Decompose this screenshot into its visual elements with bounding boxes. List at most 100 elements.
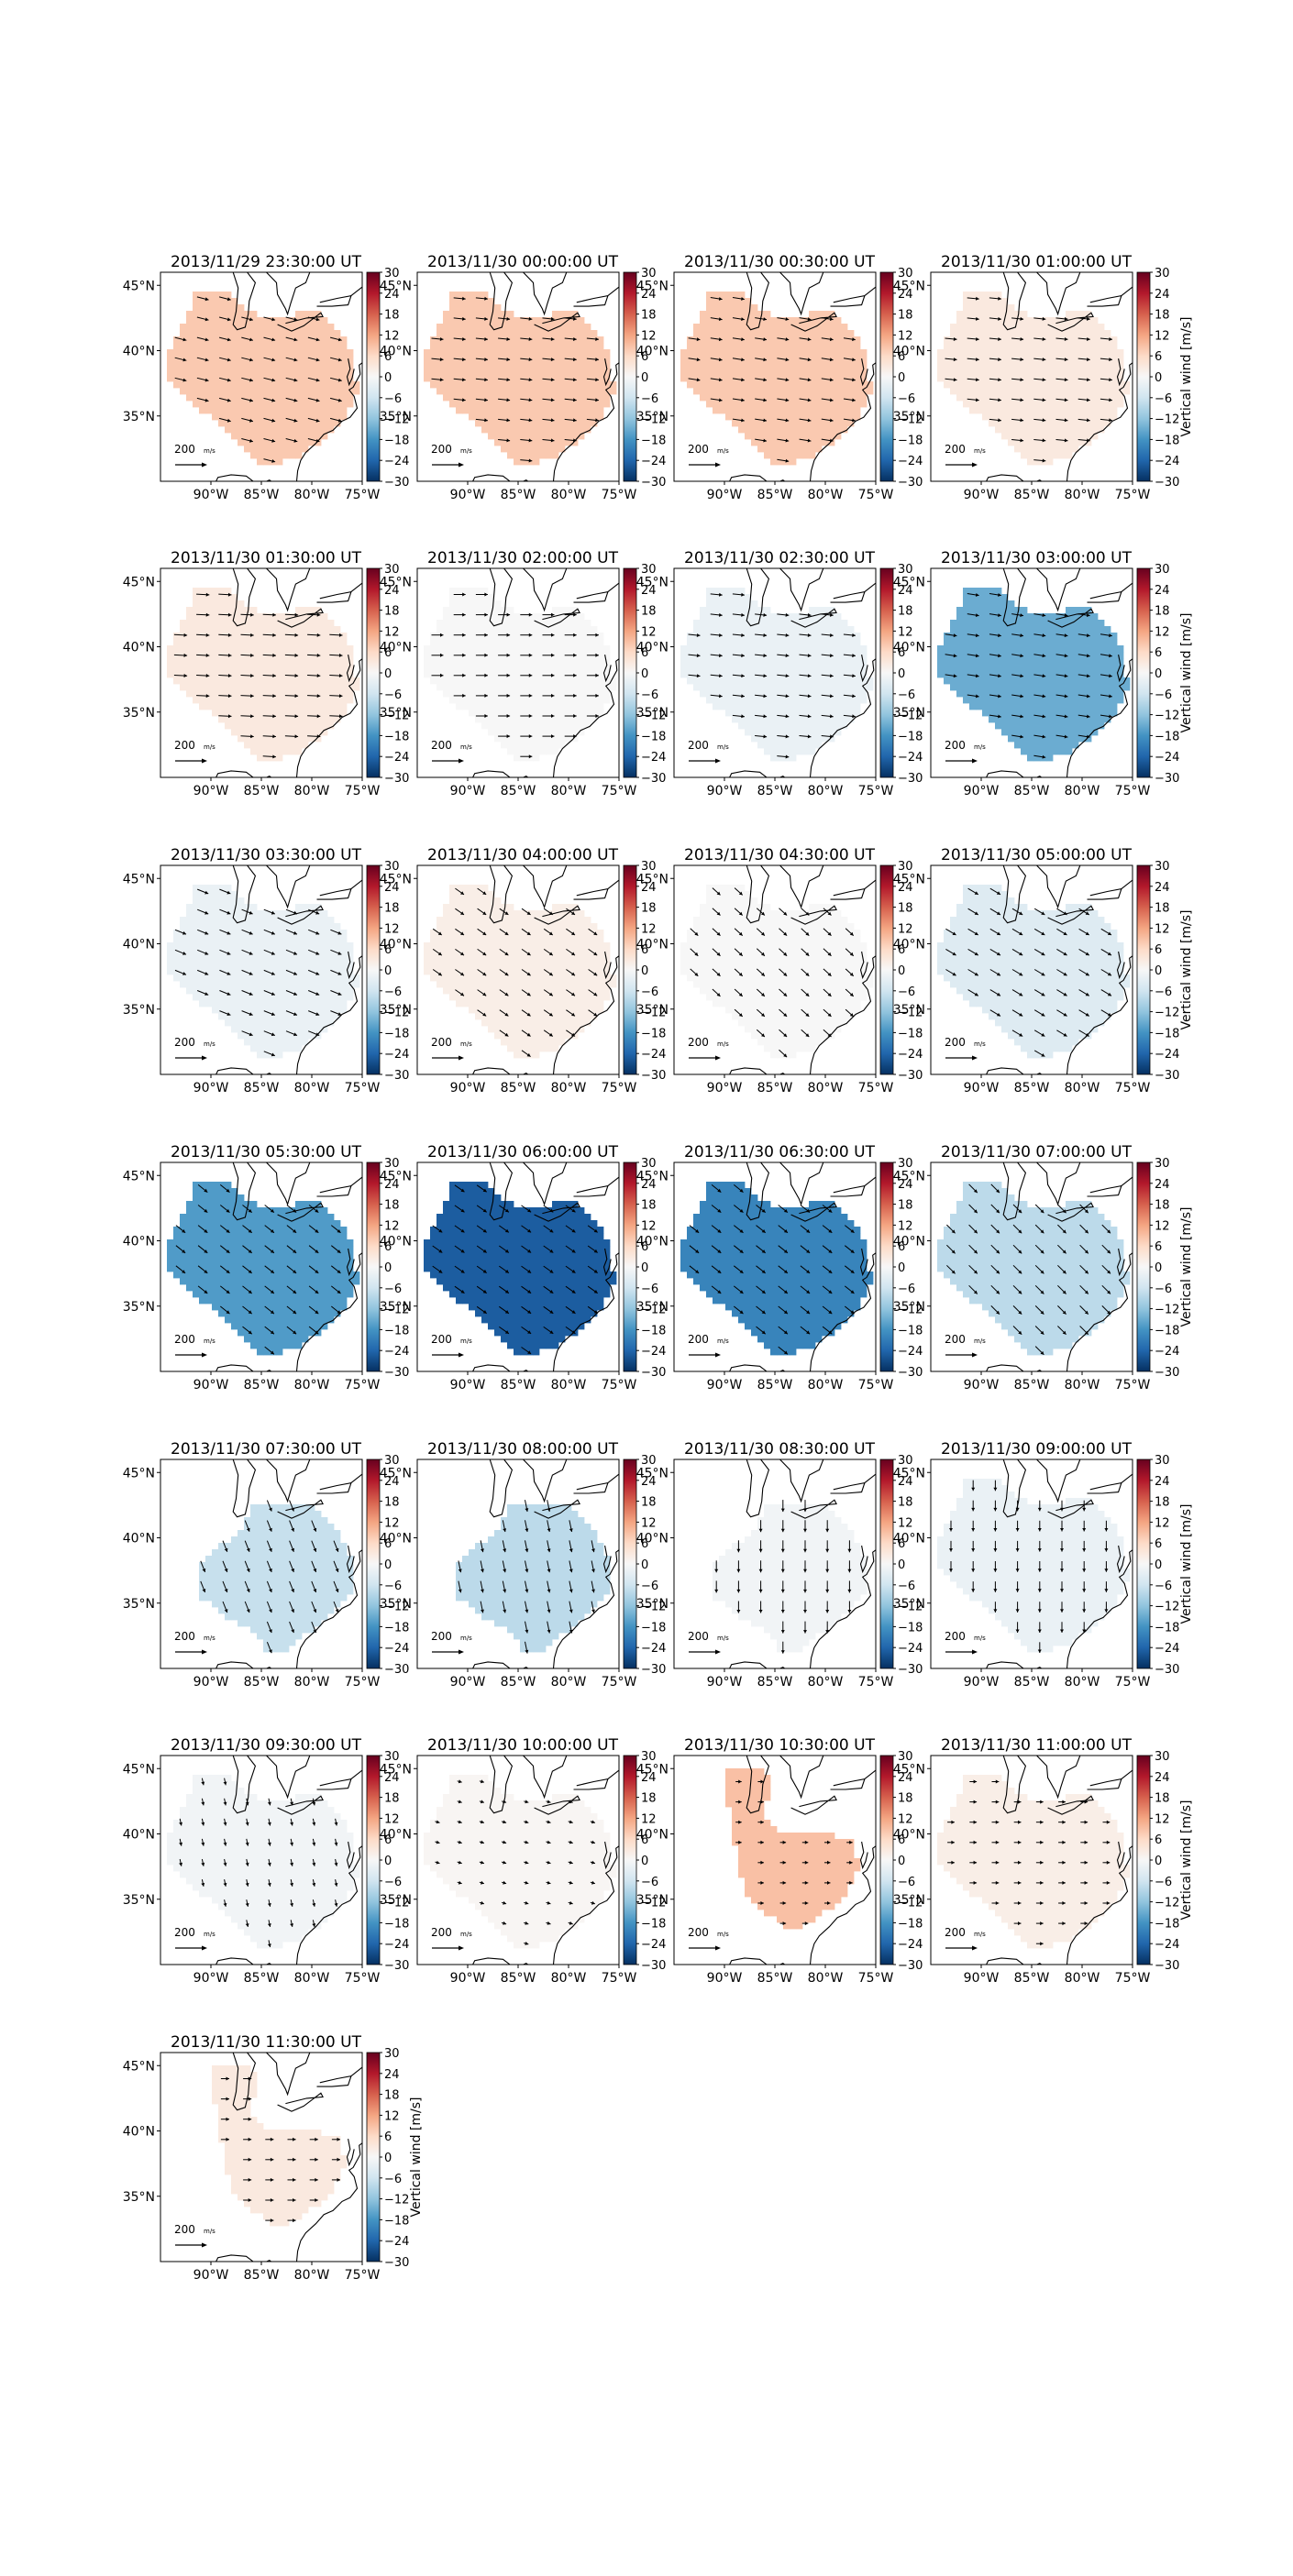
wind-patch	[1085, 401, 1092, 408]
wind-patch	[1072, 620, 1079, 627]
wind-patch	[193, 349, 200, 357]
wind-arrow-head	[595, 714, 599, 718]
wind-patch	[725, 369, 733, 376]
wind-patch-group	[937, 292, 1131, 466]
wind-patch	[481, 324, 489, 331]
wind-patch	[250, 697, 258, 704]
wind-patch	[347, 394, 354, 402]
wind-patch	[751, 375, 758, 382]
wind-patch	[199, 401, 206, 408]
wind-patch	[956, 336, 964, 344]
wind-patch	[520, 336, 527, 344]
wind-patch	[1085, 620, 1092, 627]
wind-patch	[475, 690, 482, 698]
wind-patch	[539, 375, 547, 382]
wind-arrow-head	[741, 694, 745, 699]
wind-patch	[308, 369, 315, 376]
wind-patch	[1066, 420, 1073, 427]
wind-patch	[732, 324, 739, 331]
wind-patch	[976, 401, 983, 408]
wind-patch	[488, 343, 495, 350]
wind-patch	[982, 626, 989, 633]
colorbar-tick-label: 24	[641, 584, 657, 598]
wind-patch	[976, 594, 983, 601]
wind-patch	[1078, 311, 1086, 318]
wind-patch	[347, 369, 354, 376]
wind-patch	[231, 710, 238, 717]
wind-patch	[475, 677, 482, 685]
wind-patch	[462, 407, 470, 414]
wind-patch	[263, 381, 271, 389]
wind-patch	[276, 729, 283, 736]
wind-patch	[533, 433, 540, 440]
wind-patch	[1066, 349, 1073, 357]
wind-patch	[1021, 401, 1028, 408]
wind-patch	[745, 690, 752, 698]
wind-patch	[270, 684, 277, 691]
wind-patch	[295, 413, 303, 421]
wind-arrow-head	[227, 694, 232, 699]
wind-arrow-head	[227, 612, 232, 617]
coastline	[607, 286, 619, 297]
wind-patch	[180, 639, 187, 646]
wind-patch	[822, 426, 829, 434]
wind-patch	[770, 356, 778, 363]
wind-patch	[456, 588, 463, 595]
wind-patch	[481, 722, 489, 730]
wind-patch	[841, 426, 848, 434]
wind-patch	[244, 439, 251, 446]
wind-patch	[847, 381, 855, 389]
wind-patch	[347, 349, 354, 357]
wind-patch	[956, 633, 964, 640]
wind-patch	[469, 620, 476, 627]
wind-patch	[302, 716, 309, 723]
wind-patch	[738, 362, 746, 369]
wind-patch	[257, 665, 264, 672]
wind-arrow-head	[719, 674, 723, 678]
wind-patch	[308, 703, 315, 710]
wind-patch	[231, 394, 238, 402]
colorbar-tick-label: 6	[1155, 350, 1162, 364]
wind-patch	[430, 343, 437, 350]
wind-patch	[809, 420, 816, 427]
wind-arrow-head	[182, 378, 187, 382]
wind-patch	[186, 317, 193, 325]
wind-patch	[834, 665, 842, 672]
wind-patch	[526, 413, 534, 421]
wind-patch	[347, 645, 354, 653]
wind-patch	[802, 439, 810, 446]
wind-patch	[347, 677, 354, 685]
wind-patch	[469, 588, 476, 595]
wind-patch	[546, 394, 553, 402]
wind-patch	[963, 607, 970, 614]
wind-patch	[815, 729, 823, 736]
wind-patch	[989, 388, 996, 395]
wind-patch	[963, 600, 970, 608]
wind-patch	[597, 336, 604, 344]
wind-arrow-head	[484, 592, 488, 597]
wind-patch	[193, 292, 200, 299]
wind-patch	[783, 729, 790, 736]
wind-patch	[969, 362, 977, 369]
wind-patch	[289, 330, 296, 337]
wind-patch	[424, 349, 431, 357]
wind-patch	[475, 311, 482, 318]
wind-patch	[494, 639, 502, 646]
wind-patch	[270, 613, 277, 621]
wind-patch	[584, 671, 591, 678]
wind-patch	[802, 324, 810, 331]
colorbar-tick-label: −30	[641, 772, 666, 786]
wind-patch	[751, 413, 758, 421]
wind-patch	[270, 677, 277, 685]
wind-patch	[193, 607, 200, 614]
wind-patch	[1033, 336, 1041, 344]
wind-patch	[1027, 375, 1034, 382]
wind-patch	[443, 671, 450, 678]
wind-patch	[591, 626, 598, 633]
wind-patch	[321, 626, 328, 633]
wind-patch	[1008, 356, 1015, 363]
wind-patch	[481, 401, 489, 408]
wind-patch	[738, 311, 746, 318]
wind-patch	[1053, 336, 1060, 344]
wind-patch	[1053, 388, 1060, 395]
